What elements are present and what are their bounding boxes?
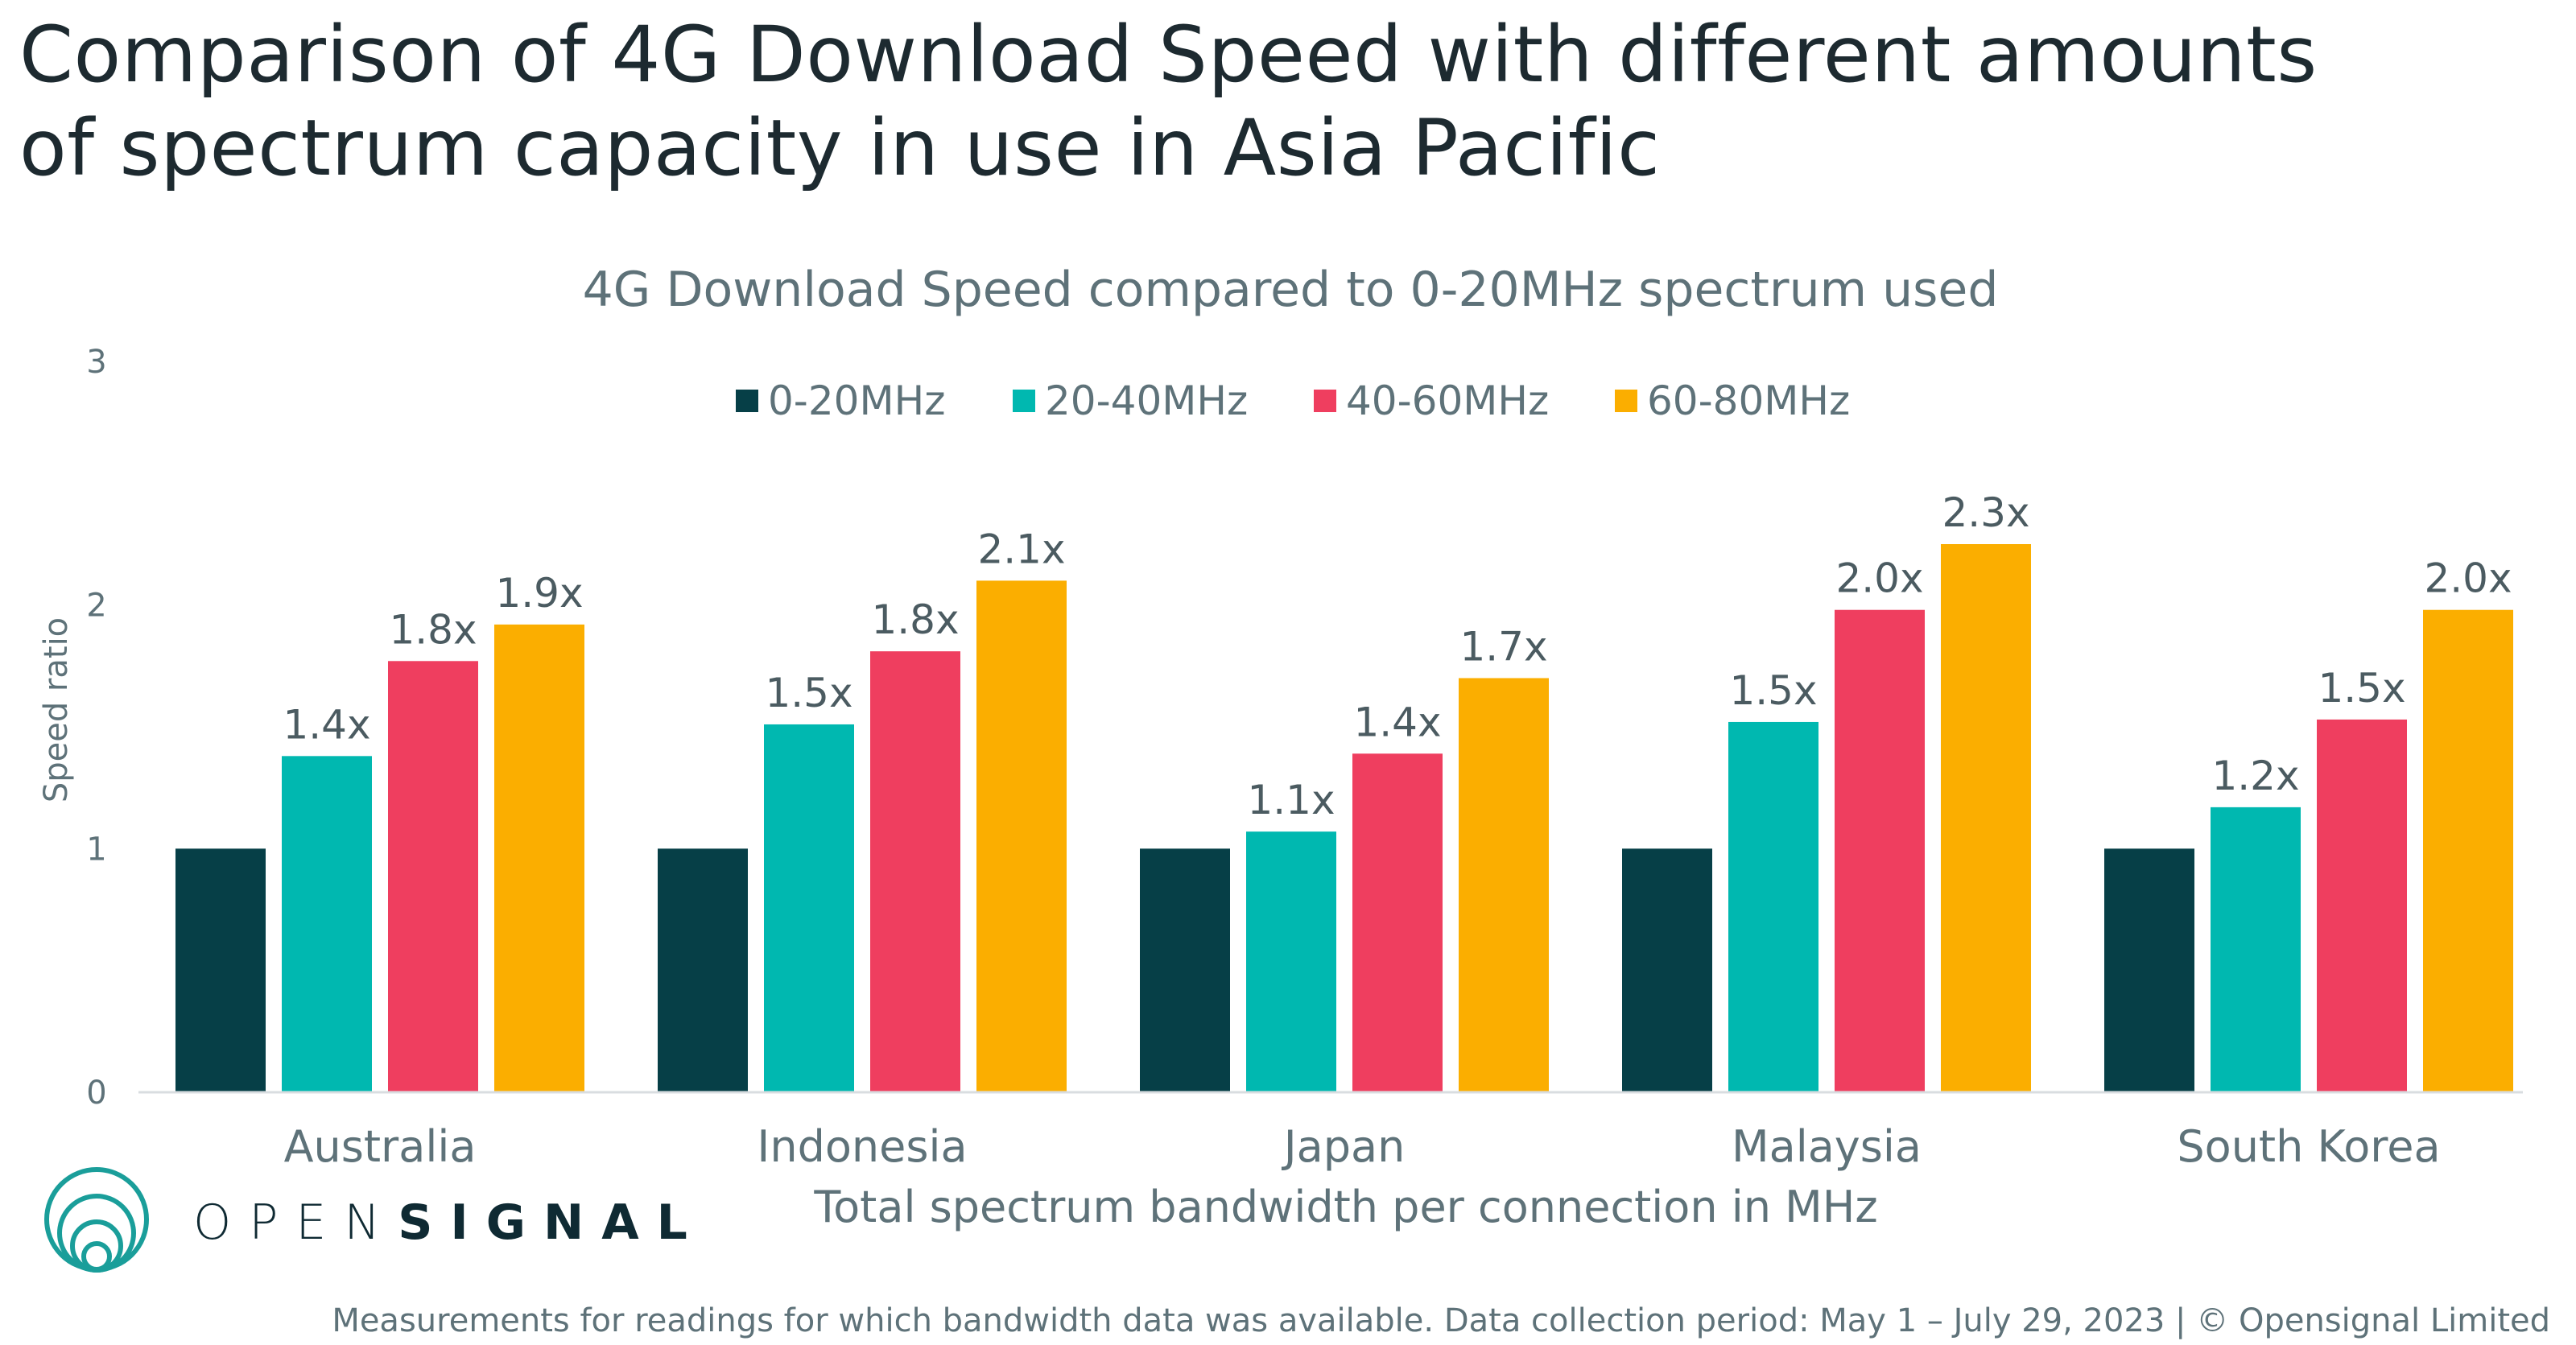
- data-label: 1.7x: [1459, 623, 1547, 670]
- bar: [1140, 848, 1230, 1092]
- data-label: 1.4x: [1353, 699, 1441, 745]
- y-tick-label: 1: [86, 831, 106, 868]
- bar: [1728, 721, 1818, 1092]
- data-label: 1.1x: [1247, 777, 1335, 823]
- bar: [1941, 544, 2031, 1092]
- legend-label: 0-20MHz: [768, 378, 945, 424]
- data-label: 2.0x: [1835, 555, 1923, 602]
- opensignal-wordmark: OPENSIGNAL: [193, 1194, 705, 1251]
- bar: [2423, 609, 2513, 1092]
- data-label: 2.1x: [977, 526, 1065, 572]
- legend-swatch: [1013, 390, 1035, 412]
- footnote: Measurements for readings for which band…: [332, 1302, 2550, 1339]
- bar: [764, 724, 854, 1092]
- page-title: Comparison of 4G Download Speed with dif…: [19, 8, 2563, 195]
- legend-swatch: [736, 390, 758, 412]
- bar: [658, 848, 748, 1092]
- x-tick-label: Malaysia: [1732, 1121, 1922, 1172]
- chart-bars: 1.4x 1.8x 1.9x 1.5x 1.8x 2.1x 1.1x 1.4x 1.7x 1.5x…: [175, 489, 2513, 1092]
- data-label: 2.3x: [1942, 489, 2029, 536]
- bar: [494, 624, 584, 1092]
- legend-swatch: [1314, 390, 1336, 412]
- bar: [175, 848, 266, 1092]
- data-label: 2.0x: [2424, 555, 2512, 602]
- y-axis-label: Speed ratio: [38, 617, 75, 802]
- data-label: 1.4x: [283, 701, 370, 748]
- data-label: 1.5x: [765, 670, 852, 716]
- legend-label: 60-80MHz: [1647, 378, 1850, 424]
- opensignal-circles-icon: [44, 1167, 149, 1273]
- bar: [1246, 831, 1336, 1092]
- bar: [388, 661, 478, 1092]
- chart-title: 4G Download Speed compared to 0-20MHz sp…: [583, 262, 1999, 318]
- y-axis: 0 1 2 3: [86, 344, 106, 1112]
- wordmark-open: OPEN: [193, 1194, 398, 1251]
- data-label: 1.5x: [1729, 667, 1817, 714]
- bar: [2211, 807, 2301, 1092]
- legend-label: 20-40MHz: [1045, 378, 1248, 424]
- bar: [2317, 719, 2407, 1092]
- bar: [1622, 848, 1712, 1092]
- y-tick-label: 3: [86, 344, 106, 381]
- x-tick-label: South Korea: [2177, 1121, 2440, 1172]
- x-tick-label: Indonesia: [757, 1121, 967, 1172]
- x-axis: Australia Indonesia Japan Malaysia South Kor…: [284, 1121, 2441, 1172]
- bar: [1352, 753, 1443, 1092]
- bar: [282, 756, 372, 1092]
- bar: [976, 580, 1067, 1092]
- data-label: 1.5x: [2318, 665, 2405, 712]
- bar: [1835, 609, 1925, 1092]
- y-tick-label: 2: [86, 588, 106, 625]
- x-tick-label: Australia: [284, 1121, 477, 1172]
- data-label: 1.8x: [389, 606, 477, 653]
- opensignal-logo: OPENSIGNAL: [40, 1159, 687, 1280]
- data-label: 1.9x: [495, 570, 583, 617]
- wordmark-signal: SIGNAL: [398, 1194, 705, 1251]
- x-tick-label: Japan: [1282, 1121, 1406, 1172]
- chart-legend: 0-20MHz 20-40MHz 40-60MHz 60-80MHz: [736, 378, 1850, 424]
- x-axis-label: Total spectrum bandwidth per connection …: [813, 1182, 1877, 1232]
- page-title-line-2: of spectrum capacity in use in Asia Paci…: [19, 103, 1661, 193]
- page-title-line-1: Comparison of 4G Download Speed with dif…: [19, 10, 2318, 100]
- legend-label: 40-60MHz: [1346, 378, 1549, 424]
- y-tick-label: 0: [86, 1075, 106, 1112]
- bar: [2104, 848, 2194, 1092]
- legend-swatch: [1615, 390, 1637, 412]
- data-label: 1.8x: [871, 596, 959, 643]
- bar: [870, 651, 960, 1092]
- bar: [1459, 678, 1549, 1092]
- data-label: 1.2x: [2211, 753, 2299, 799]
